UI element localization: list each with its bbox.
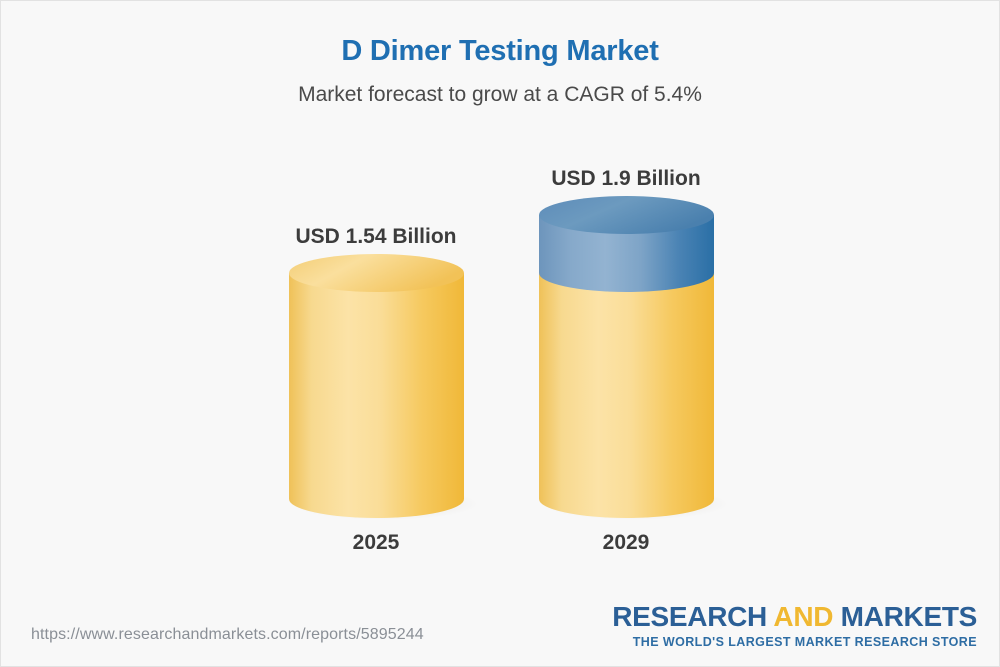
cylinder-body-base [539,215,714,518]
page-title: D Dimer Testing Market [341,35,659,67]
cylinder-top-cap [289,254,464,292]
logo-word-and: AND [773,600,834,632]
bar-category-label-2025: 2025 [352,531,400,554]
logo-word-markets: MARKETS [833,600,978,632]
bar-value-label-2029: USD 1.9 Billion [551,167,701,190]
cylinder-body-growth [539,215,714,292]
cylinder-2025 [289,254,478,520]
logo-tagline: THE WORLD'S LARGEST MARKET RESEARCH STOR… [632,634,977,649]
research-and-markets-logo[interactable]: RESEARCH AND MARKETS THE WORLD'S LARGEST… [612,600,978,649]
chart-subtitle: Market forecast to grow at a CAGR of 5.4… [298,83,702,107]
cylinder-body [289,273,464,518]
logo-wordmark: RESEARCH AND MARKETS [612,600,978,632]
cylinder-top-cap [539,196,714,234]
cylinder-2029 [539,196,728,520]
header: D Dimer Testing Market Market forecast t… [1,33,999,109]
cylinder-2029-svg [539,196,728,520]
bar-value-label-2025: USD 1.54 Billion [295,225,457,248]
logo-word-research: RESEARCH [612,600,774,632]
report-url[interactable]: https://www.researchandmarkets.com/repor… [31,626,424,643]
chart-plot-area: USD 1.54 Billion [1,151,999,571]
bar-category-label-2029: 2029 [602,531,650,554]
bar-group-2025: USD 1.54 Billion [251,151,501,571]
cylinder-2025-svg [289,254,478,520]
bar-group-2029: USD 1.9 Billion [501,151,751,571]
